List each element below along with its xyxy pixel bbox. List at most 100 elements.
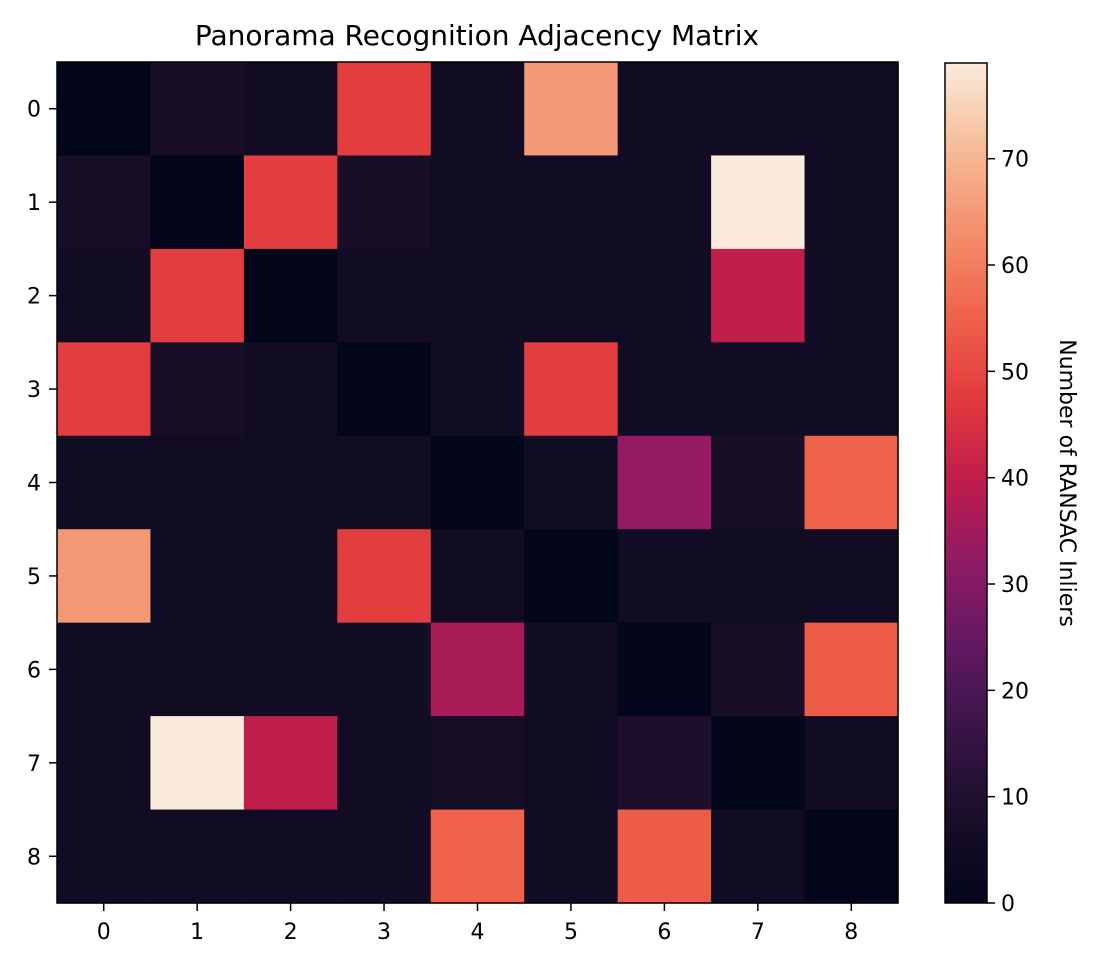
- heatmap-cell-7-0: [57, 716, 152, 811]
- heatmap-cell-5-7: [711, 529, 806, 624]
- y-tick-label: 4: [27, 472, 41, 497]
- heatmap-cell-4-1: [150, 435, 245, 530]
- heatmap-cell-3-8: [804, 342, 899, 437]
- chart-title: Panorama Recognition Adjacency Matrix: [195, 19, 759, 52]
- heatmap-cell-2-4: [430, 248, 525, 343]
- heatmap-cell-5-2: [243, 529, 338, 624]
- colorbar-tick-label: 30: [1001, 573, 1029, 598]
- heatmap-cell-8-1: [150, 809, 245, 904]
- heatmap-cell-8-0: [57, 809, 152, 904]
- heatmap-cell-3-3: [337, 342, 432, 437]
- heatmap-cell-2-5: [524, 248, 619, 343]
- y-tick-label: 2: [27, 285, 41, 310]
- heatmap-cell-4-5: [524, 435, 619, 530]
- heatmap-cell-3-1: [150, 342, 245, 437]
- heatmap-cell-6-5: [524, 622, 619, 717]
- heatmap-cell-6-6: [617, 622, 712, 717]
- heatmap-cell-1-8: [804, 155, 899, 250]
- heatmap-cell-8-8: [804, 809, 899, 904]
- colorbar-tick-label: 60: [1001, 254, 1029, 279]
- heatmap-cell-1-3: [337, 155, 432, 250]
- heatmap-cell-0-3: [337, 62, 432, 157]
- y-tick-label: 3: [27, 378, 41, 403]
- colorbar-tick-label: 40: [1001, 467, 1029, 492]
- heatmap-cell-4-3: [337, 435, 432, 530]
- x-tick-label: 6: [657, 920, 671, 945]
- heatmap-cell-5-4: [430, 529, 525, 624]
- heatmap-cell-4-4: [430, 435, 525, 530]
- heatmap-cell-5-1: [150, 529, 245, 624]
- x-axis: 0 1 2 3 4 5 6 7 8: [97, 903, 858, 945]
- y-axis: 0 1 2 3 4 5 6 7 8: [27, 98, 57, 870]
- x-tick-label: 7: [751, 920, 765, 945]
- heatmap-cell-2-0: [57, 248, 152, 343]
- heatmap-cell-2-3: [337, 248, 432, 343]
- heatmap-cell-3-2: [243, 342, 338, 437]
- heatmap-cell-4-7: [711, 435, 806, 530]
- heatmap-cell-5-5: [524, 529, 619, 624]
- heatmap-cell-5-6: [617, 529, 712, 624]
- heatmap-cell-6-8: [804, 622, 899, 717]
- heatmap-cell-7-8: [804, 716, 899, 811]
- heatmap-cell-2-6: [617, 248, 712, 343]
- heatmap-cell-0-6: [617, 62, 712, 157]
- heatmap-cell-8-6: [617, 809, 712, 904]
- heatmap-cell-2-7: [711, 248, 806, 343]
- heatmap-cell-6-4: [430, 622, 525, 717]
- heatmap-cells: [57, 62, 899, 904]
- heatmap-cell-5-3: [337, 529, 432, 624]
- heatmap-cell-2-1: [150, 248, 245, 343]
- heatmap-cell-3-6: [617, 342, 712, 437]
- x-tick-label: 8: [844, 920, 858, 945]
- heatmap-cell-0-4: [430, 62, 525, 157]
- x-tick-label: 4: [471, 920, 485, 945]
- heatmap-cell-8-4: [430, 809, 525, 904]
- x-tick-label: 1: [190, 920, 204, 945]
- y-tick-label: 8: [27, 845, 41, 870]
- colorbar-tick-label: 0: [1001, 892, 1015, 917]
- heatmap-cell-6-0: [57, 622, 152, 717]
- heatmap-cell-2-8: [804, 248, 899, 343]
- heatmap-cell-1-0: [57, 155, 152, 250]
- heatmap-cell-7-7: [711, 716, 806, 811]
- colorbar-tick-label: 50: [1001, 360, 1029, 385]
- heatmap-cell-7-2: [243, 716, 338, 811]
- heatmap-cell-0-7: [711, 62, 806, 157]
- heatmap-cell-1-7: [711, 155, 806, 250]
- heatmap-cell-1-2: [243, 155, 338, 250]
- y-tick-label: 5: [27, 565, 41, 590]
- heatmap-cell-0-1: [150, 62, 245, 157]
- heatmap-cell-1-5: [524, 155, 619, 250]
- heatmap-cell-7-1: [150, 716, 245, 811]
- heatmap-cell-7-6: [617, 716, 712, 811]
- heatmap-cell-7-4: [430, 716, 525, 811]
- heatmap-cell-4-2: [243, 435, 338, 530]
- x-tick-label: 3: [377, 920, 391, 945]
- heatmap-cell-1-1: [150, 155, 245, 250]
- heatmap-cell-6-2: [243, 622, 338, 717]
- heatmap-cell-8-7: [711, 809, 806, 904]
- y-tick-label: 6: [27, 658, 41, 683]
- heatmap-cell-4-0: [57, 435, 152, 530]
- colorbar-tick-label: 20: [1001, 679, 1029, 704]
- colorbar-label: Number of RANSAC Inliers: [1054, 339, 1079, 627]
- heatmap-cell-7-5: [524, 716, 619, 811]
- heatmap-cell-8-3: [337, 809, 432, 904]
- heatmap-cell-8-5: [524, 809, 619, 904]
- heatmap-cell-0-5: [524, 62, 619, 157]
- heatmap-cell-3-7: [711, 342, 806, 437]
- heatmap-cell-7-3: [337, 716, 432, 811]
- heatmap-cell-3-5: [524, 342, 619, 437]
- y-tick-label: 7: [27, 752, 41, 777]
- heatmap-cell-8-2: [243, 809, 338, 904]
- heatmap-cell-0-0: [57, 62, 152, 157]
- heatmap-cell-0-8: [804, 62, 899, 157]
- x-tick-label: 0: [97, 920, 111, 945]
- heatmap-cell-4-6: [617, 435, 712, 530]
- heatmap-cell-0-2: [243, 62, 338, 157]
- heatmap-cell-5-0: [57, 529, 152, 624]
- heatmap-cell-1-6: [617, 155, 712, 250]
- x-tick-label: 5: [564, 920, 578, 945]
- heatmap-cell-6-1: [150, 622, 245, 717]
